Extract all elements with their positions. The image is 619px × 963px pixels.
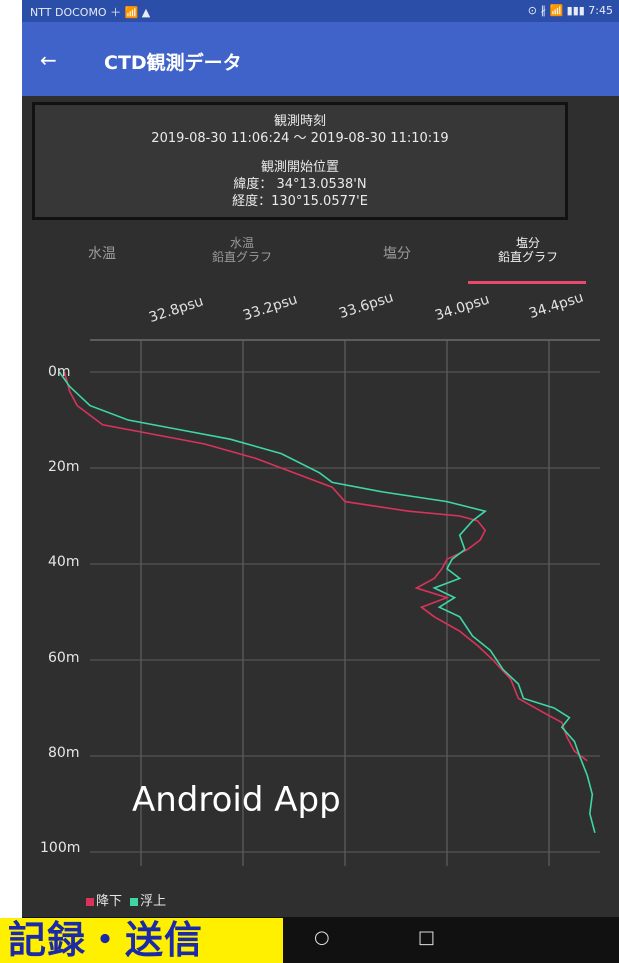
carrier-label: NTT DOCOMO ＋ 📶 ▲ [30, 6, 151, 19]
salinity-depth-chart [58, 339, 600, 866]
y-tick-label: 60m [48, 650, 80, 666]
tab-sublabel: 鉛直グラフ [211, 250, 272, 264]
tab-salinity-vertical[interactable]: 塩分 鉛直グラフ [458, 236, 598, 264]
status-bar: NTT DOCOMO ＋ 📶 ▲ ⊙ ∦ 📶 ▮▮▮ 7:45 [22, 0, 619, 22]
y-tick-label: 100m [40, 840, 81, 856]
observation-time-range: 2019-08-30 11:06:24 〜 2019-08-30 11:10:1… [151, 131, 449, 146]
latitude-value: 緯度： 34°13.0538'N [233, 177, 367, 192]
tab-label: 水温 [229, 236, 254, 250]
tab-salinity[interactable]: 塩分 [327, 246, 467, 262]
y-tick-label: 0m [48, 364, 71, 380]
longitude-value: 経度：130°15.0577'E [232, 194, 368, 209]
page-title: CTD観測データ [104, 52, 242, 74]
tab-label: 水温 [88, 246, 116, 262]
tab-water-temperature[interactable]: 水温 [32, 246, 172, 262]
series-line-up [58, 371, 596, 834]
tab-label: 塩分 [383, 246, 411, 262]
y-tick-label: 20m [48, 459, 80, 475]
status-icons: ⊙ ∦ 📶 ▮▮▮ 7:45 [527, 4, 613, 17]
phone-screen: NTT DOCOMO ＋ 📶 ▲ ⊙ ∦ 📶 ▮▮▮ 7:45 ← CTD観測デ… [22, 0, 619, 963]
active-tab-indicator [468, 281, 586, 284]
tab-bar: 水温 水温 鉛直グラフ 塩分 塩分 鉛直グラフ [22, 232, 619, 286]
chart-legend: 降下 浮上 [82, 890, 166, 909]
legend-label-up: 浮上 [140, 894, 167, 909]
record-send-banner: 記録・送信 [0, 918, 283, 963]
watermark-text: Android App [132, 780, 341, 820]
tab-sublabel: 鉛直グラフ [497, 250, 558, 264]
app-bar: ← CTD観測データ [22, 22, 619, 96]
home-button-icon[interactable]: ○ [314, 927, 330, 948]
observation-info-panel: 観測時刻 2019-08-30 11:06:24 〜 2019-08-30 11… [32, 102, 568, 220]
legend-swatch-down [86, 897, 94, 906]
recents-button-icon[interactable]: □ [418, 927, 436, 948]
tab-label: 塩分 [515, 236, 540, 250]
y-tick-label: 80m [48, 745, 80, 761]
y-tick-label: 40m [48, 554, 80, 570]
series-line-down [63, 371, 588, 762]
start-position-label: 観測開始位置 [260, 160, 339, 175]
legend-label-down: 降下 [96, 894, 123, 909]
back-arrow-icon[interactable]: ← [40, 48, 57, 72]
legend-swatch-up [130, 897, 139, 906]
chart-series [58, 371, 596, 834]
tab-water-temperature-vertical[interactable]: 水温 鉛直グラフ [172, 236, 312, 264]
observation-time-label: 観測時刻 [273, 114, 326, 129]
